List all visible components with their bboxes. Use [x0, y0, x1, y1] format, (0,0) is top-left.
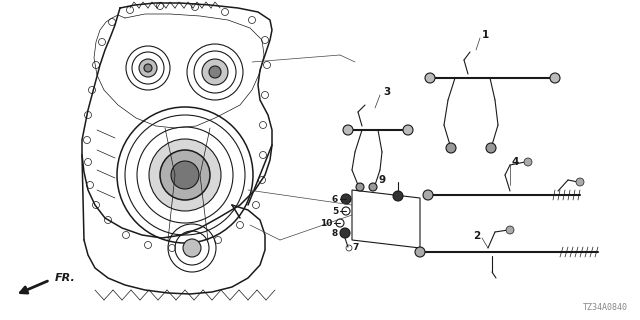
Text: 4: 4: [512, 157, 520, 167]
Text: 7: 7: [352, 243, 358, 252]
Text: 1: 1: [482, 30, 489, 40]
Circle shape: [415, 247, 425, 257]
Circle shape: [393, 191, 403, 201]
Circle shape: [149, 139, 221, 211]
Text: 5: 5: [332, 206, 338, 215]
Circle shape: [446, 143, 456, 153]
Text: 2: 2: [473, 231, 480, 241]
Text: 10: 10: [319, 219, 332, 228]
Circle shape: [423, 190, 433, 200]
Text: 6: 6: [332, 195, 338, 204]
Text: 9: 9: [379, 175, 386, 185]
Text: TZ34A0840: TZ34A0840: [583, 303, 628, 312]
Circle shape: [576, 178, 584, 186]
Circle shape: [550, 73, 560, 83]
Circle shape: [183, 239, 201, 257]
Circle shape: [486, 143, 496, 153]
Circle shape: [343, 125, 353, 135]
Text: 8: 8: [332, 228, 338, 237]
Text: FR.: FR.: [55, 273, 76, 283]
Circle shape: [209, 66, 221, 78]
Circle shape: [160, 150, 210, 200]
Text: 3: 3: [383, 87, 390, 97]
Circle shape: [139, 59, 157, 77]
Circle shape: [171, 161, 199, 189]
Circle shape: [356, 183, 364, 191]
Circle shape: [340, 228, 350, 238]
Circle shape: [202, 59, 228, 85]
Circle shape: [425, 73, 435, 83]
Circle shape: [369, 183, 377, 191]
Circle shape: [341, 194, 351, 204]
Circle shape: [506, 226, 514, 234]
Circle shape: [144, 64, 152, 72]
Circle shape: [524, 158, 532, 166]
Circle shape: [403, 125, 413, 135]
